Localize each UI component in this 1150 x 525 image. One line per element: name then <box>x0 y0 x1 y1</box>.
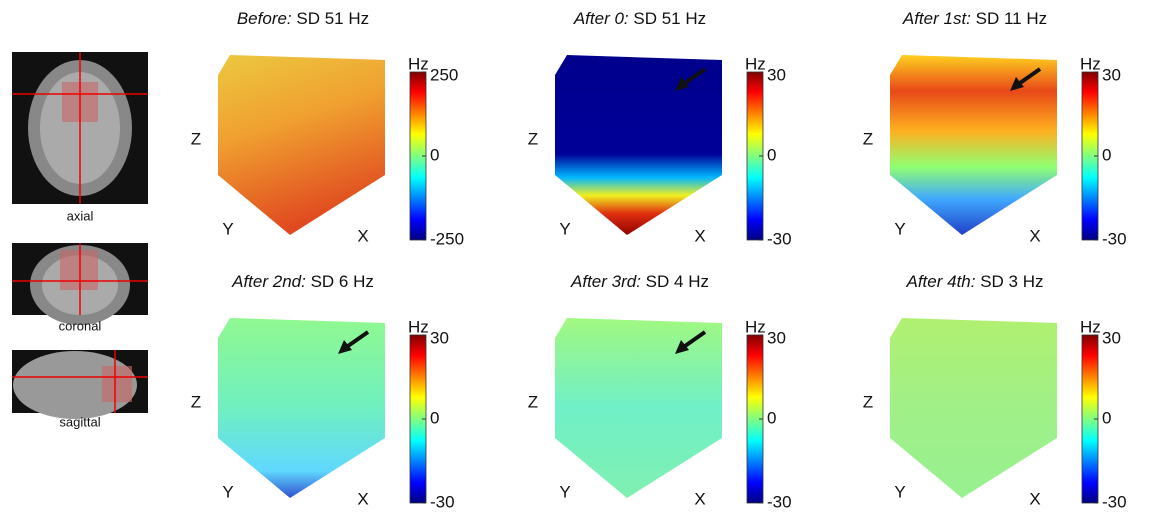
axis-label: Z <box>191 392 201 411</box>
colorbar-tick-label: 0 <box>430 408 439 427</box>
title-rest: SD 51 Hz <box>296 9 369 28</box>
panel-title: After 2nd: SD 6 Hz <box>231 272 374 291</box>
colorbar-tick-label: -30 <box>1102 229 1127 248</box>
colorbar-tick-label: -30 <box>1102 492 1127 511</box>
axis-label: Y <box>222 482 233 501</box>
colorbar-tick-label: 250 <box>430 65 458 84</box>
axis-label: X <box>1029 489 1040 508</box>
axis-label: Y <box>559 482 570 501</box>
colorbar-tick-label: -30 <box>767 229 792 248</box>
field-map <box>218 318 385 498</box>
panel-title: After 0: SD 51 Hz <box>573 9 706 28</box>
axis-label: Z <box>863 392 873 411</box>
view-label: sagittal <box>59 414 100 429</box>
colorbar-unit: Hz <box>745 54 766 73</box>
axis-label: X <box>357 226 368 245</box>
panel-title: After 1st: SD 11 Hz <box>902 9 1047 28</box>
view-label: axial <box>67 208 94 223</box>
arrow-head <box>1010 77 1024 91</box>
colorbar-tick-label: 0 <box>767 408 776 427</box>
colorbar-tick-label: 0 <box>1102 145 1111 164</box>
axis-label: Z <box>863 129 873 148</box>
title-italic: After 3rd: <box>570 272 641 291</box>
arrow-head <box>675 77 689 91</box>
field-map <box>890 55 1057 235</box>
title-rest: SD 11 Hz <box>976 9 1048 28</box>
colorbar-tick-label: 30 <box>767 328 786 347</box>
colorbar-unit: Hz <box>408 317 429 336</box>
arrow <box>683 330 707 348</box>
colorbar-tick-label: 30 <box>1102 65 1121 84</box>
title-italic: After 1st: <box>902 9 971 28</box>
axis-label: Y <box>222 219 233 238</box>
field-map <box>555 318 722 498</box>
view-label: coronal <box>59 318 102 333</box>
colorbar-tick-label: 0 <box>767 145 776 164</box>
arrow <box>1018 67 1042 85</box>
sagittal-image <box>12 350 148 419</box>
title-rest: SD 6 Hz <box>311 272 374 291</box>
axis-label: X <box>1029 226 1040 245</box>
arrow-head <box>675 340 689 354</box>
axis-label: X <box>694 489 705 508</box>
colorbar-tick-label: -30 <box>430 492 455 511</box>
colorbar-tick-label: -250 <box>430 229 464 248</box>
colorbar-tick-label: 30 <box>1102 328 1121 347</box>
colorbar-unit: Hz <box>1080 54 1101 73</box>
axis-label: X <box>694 226 705 245</box>
axis-label: Y <box>894 482 905 501</box>
title-italic: Before: <box>237 9 292 28</box>
colorbar-unit: Hz <box>408 54 429 73</box>
title-rest: SD 3 Hz <box>980 272 1043 291</box>
colorbar-tick-label: 0 <box>1102 408 1111 427</box>
colorbar-tick-label: 30 <box>767 65 786 84</box>
arrow-head <box>338 340 352 354</box>
axis-label: Z <box>528 392 538 411</box>
panel-title: After 4th: SD 3 Hz <box>905 272 1043 291</box>
axial-image <box>12 52 148 204</box>
coronal-image <box>12 243 148 325</box>
field-map <box>218 55 385 235</box>
field-map <box>555 55 722 235</box>
title-rest: SD 4 Hz <box>646 272 709 291</box>
arrow <box>683 67 707 85</box>
axis-label: Y <box>894 219 905 238</box>
axis-label: Z <box>191 129 201 148</box>
colorbar-tick-label: 30 <box>430 328 449 347</box>
axis-label: X <box>357 489 368 508</box>
title-italic: After 0: <box>573 9 629 28</box>
colorbar-unit: Hz <box>745 317 766 336</box>
axis-label: Z <box>528 129 538 148</box>
title-italic: After 4th: <box>905 272 975 291</box>
panel-title: After 3rd: SD 4 Hz <box>570 272 709 291</box>
axis-label: Y <box>559 219 570 238</box>
colorbar-unit: Hz <box>1080 317 1101 336</box>
title-italic: After 2nd: <box>231 272 306 291</box>
colorbar-tick-label: 0 <box>430 145 439 164</box>
title-rest: SD 51 Hz <box>633 9 706 28</box>
arrow <box>346 330 370 348</box>
colorbar-tick-label: -30 <box>767 492 792 511</box>
panel-title: Before: SD 51 Hz <box>237 9 369 28</box>
field-map <box>890 318 1057 498</box>
